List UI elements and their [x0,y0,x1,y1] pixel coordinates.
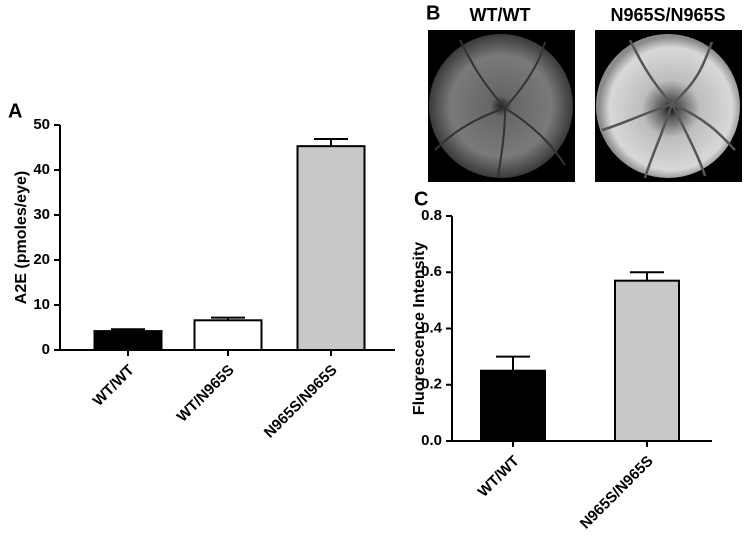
y-tick-label: 50 [33,116,50,133]
y-tick-label: 20 [33,251,50,268]
fundus-image [428,30,575,182]
x-tick-label: N965S/N965S [577,453,657,533]
y-tick-label: 0.8 [421,207,442,224]
image-label: N965S/N965S [610,5,725,25]
y-tick-label: 40 [33,161,50,178]
y-tick-label: 0.0 [421,432,442,449]
panel-label: C [414,188,428,210]
panel-label: B [426,2,440,24]
x-tick-label: WT/WT [90,362,138,410]
bar [480,369,546,442]
x-tick-label: WT/N965S [174,362,238,426]
x-tick-label: WT/WT [475,453,523,501]
y-tick-label: 0.4 [421,319,443,336]
bar [93,330,163,352]
y-tick-label: 0.6 [421,263,442,280]
bar [296,145,366,351]
y-tick-label: 0.2 [421,376,442,393]
y-tick-label: 30 [33,206,50,223]
y-axis-label: A2E (pmoles/eye) [13,171,30,304]
fundus-image [595,30,742,182]
y-tick-label: 10 [33,296,50,313]
bar [614,279,680,442]
bar [193,319,263,351]
y-axis-label: Fluorescence Intensity [411,242,428,415]
image-label: WT/WT [470,5,531,25]
x-tick-label: N965S/N965S [261,362,341,442]
y-tick-label: 0 [42,341,50,358]
panel-label: A [8,100,22,122]
